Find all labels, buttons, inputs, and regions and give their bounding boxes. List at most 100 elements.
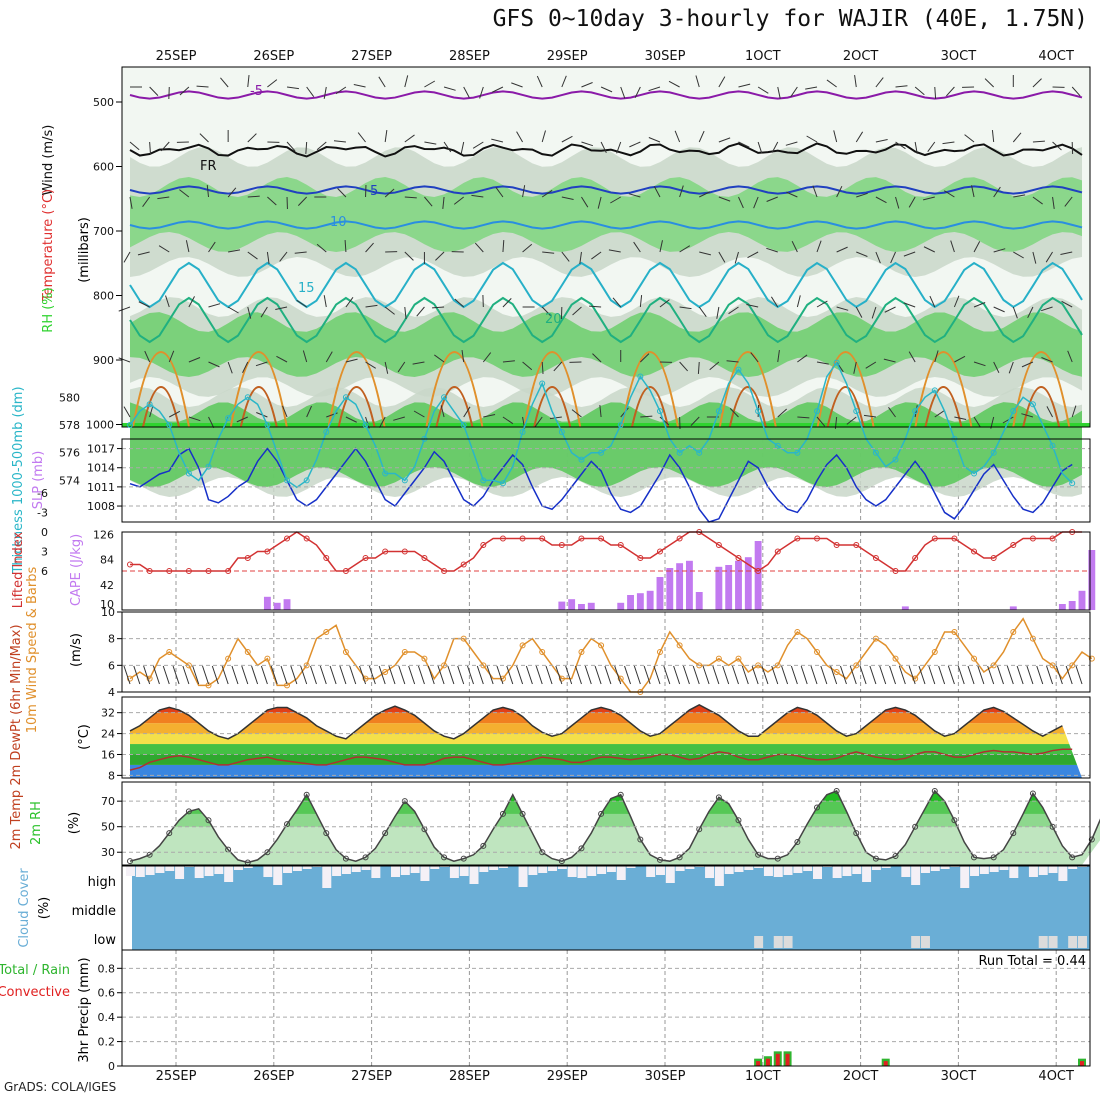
wind-speed-line-point	[951, 629, 958, 635]
isotherm-label: -5	[250, 84, 263, 99]
y-tick-label-precip: 0	[108, 1060, 115, 1073]
rh-line-point	[872, 855, 879, 862]
surface-wind-barb	[947, 665, 955, 685]
wind-barb	[883, 358, 896, 363]
surface-wind-barb	[211, 665, 219, 685]
wind-barb	[875, 77, 884, 88]
date-label-top: 1OCT	[745, 49, 781, 64]
rh-line-point	[853, 830, 860, 837]
surface-wind-barb	[761, 665, 769, 685]
y-tick-label-li: -6	[37, 487, 48, 500]
surface-wind-barb	[300, 665, 308, 685]
wind-barb	[123, 406, 131, 418]
wind-barb	[964, 134, 975, 143]
isotherm-30-loop	[142, 386, 180, 428]
wind-barb	[534, 416, 543, 428]
wind-barb	[895, 85, 908, 88]
wind-barb	[875, 139, 888, 143]
wind-barb	[816, 416, 826, 427]
wind-barb	[592, 353, 602, 363]
wind-barb	[158, 245, 170, 253]
wind-barb	[973, 241, 981, 253]
li-line-point	[1049, 535, 1056, 542]
surface-wind-barb	[830, 665, 838, 685]
wind-barb	[698, 130, 705, 143]
high-cloud-gap	[204, 866, 214, 876]
wind-barb	[404, 306, 407, 319]
surface-wind-barb	[565, 665, 573, 685]
high-cloud-gap	[194, 866, 204, 878]
rh-line	[129, 789, 1100, 864]
y-axis-label: Temperature (°C)	[41, 189, 56, 302]
high-cloud-gap	[734, 866, 744, 872]
wind-speed-line-point	[931, 649, 938, 655]
high-cloud-gap	[920, 866, 930, 873]
wind-barb	[1064, 196, 1073, 207]
high-cloud-gap	[901, 866, 911, 877]
wind-barb	[770, 296, 779, 308]
surface-wind-barb	[359, 665, 367, 685]
wind-barb	[463, 86, 470, 98]
wind-barb	[541, 361, 544, 375]
surface-wind-barb	[516, 665, 524, 685]
high-cloud-gap	[705, 866, 715, 878]
li-line-point	[323, 555, 330, 561]
cape-bar	[558, 601, 566, 610]
thickness-line-point	[1010, 408, 1017, 415]
date-label-top: 30SEP	[645, 49, 686, 64]
wind-barb	[875, 251, 881, 264]
rh-line-point	[1069, 854, 1076, 861]
li-line-point	[971, 548, 978, 555]
wind-barb	[149, 86, 159, 96]
isotherm-label: 20	[545, 312, 562, 327]
wind-barb	[653, 186, 661, 198]
cape-bar	[1068, 601, 1076, 610]
wind-speed-line-point	[146, 675, 153, 682]
wind-barb	[157, 196, 170, 200]
high-cloud-gap	[214, 866, 224, 874]
wind-barb	[729, 408, 739, 418]
wind-barb	[495, 186, 504, 198]
wind-barb	[1067, 350, 1073, 363]
high-cloud-gap	[783, 866, 793, 875]
surface-wind-barb	[378, 665, 386, 685]
wind-speed-line-point	[264, 655, 271, 662]
wind-barb	[709, 361, 720, 371]
rh-line-point	[912, 823, 919, 830]
wind-barb	[805, 86, 818, 90]
wind-barb	[856, 192, 868, 198]
wind-barb	[1061, 300, 1073, 308]
cape-bar	[666, 568, 674, 610]
rh-line-point	[323, 830, 330, 837]
high-cloud-gap	[577, 866, 587, 878]
wind-barb	[247, 133, 257, 143]
y-tick-label-pressure: 800	[93, 290, 114, 303]
wind-barb	[357, 132, 366, 143]
cape-bar	[715, 566, 723, 610]
li-line-point	[951, 535, 958, 542]
date-label-bottom: 3OCT	[941, 1069, 977, 1084]
rh-line-point	[951, 817, 958, 824]
wind-barb	[129, 141, 140, 151]
thickness-line-point	[225, 415, 232, 422]
li-line-point	[558, 542, 565, 548]
li-line-point	[244, 555, 251, 561]
wind-barb	[413, 410, 425, 418]
rh-line-point	[774, 855, 781, 862]
isotherm-30-loop	[631, 386, 669, 428]
isotherm-25-loop	[425, 351, 484, 428]
wind-barb	[297, 196, 308, 206]
wind-barb	[923, 246, 936, 253]
li-line-point	[598, 535, 605, 542]
wind-barb	[242, 361, 249, 374]
rh-shading-band	[130, 177, 1082, 252]
temp-color-band	[130, 744, 1082, 755]
li-line-point	[264, 548, 271, 555]
wind-barb	[561, 196, 574, 200]
wind-barb	[1040, 306, 1053, 312]
high-cloud-gap	[302, 866, 312, 869]
surface-wind-barb	[555, 665, 563, 685]
wind-barb	[188, 357, 201, 363]
wind-barb	[629, 141, 641, 148]
cape-bar	[568, 599, 576, 610]
